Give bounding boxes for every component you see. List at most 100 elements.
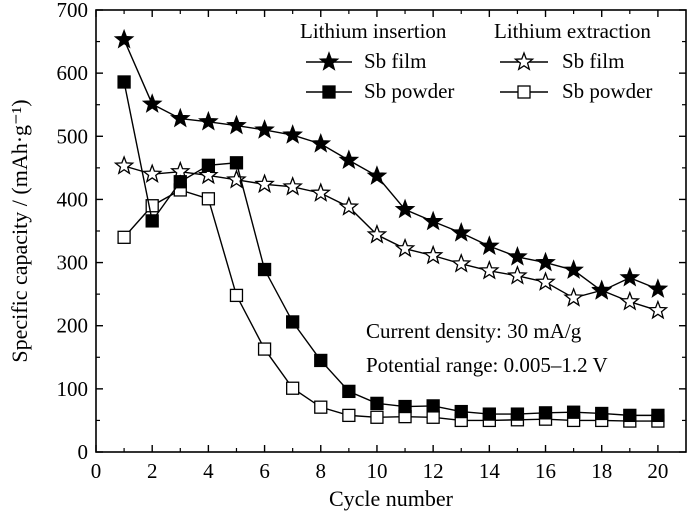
- y-tick-label: 600: [57, 61, 89, 85]
- data-point: [370, 396, 384, 411]
- data-point: [198, 110, 219, 131]
- data-point: [141, 93, 163, 113]
- legend-label: Sb film: [562, 49, 624, 73]
- data-point: [647, 299, 669, 320]
- data-point: [201, 192, 216, 206]
- series-line: [123, 165, 659, 312]
- data-point: [507, 246, 528, 266]
- y-axis-title: Specific capacity / (mAh·g⁻¹): [7, 99, 32, 362]
- data-point: [370, 410, 384, 424]
- y-tick-label: 700: [57, 0, 89, 22]
- data-point: [394, 198, 416, 219]
- y-axis-ticks: 0 100 200 300 400 500 600 700: [57, 0, 686, 464]
- x-tick-label: 6: [259, 459, 270, 483]
- legend-group-title-insertion: Lithium insertion: [300, 19, 447, 43]
- data-point: [286, 381, 300, 395]
- data-point: [538, 406, 553, 420]
- legend-entry: Sb powder: [306, 79, 454, 103]
- series-3: [117, 183, 665, 428]
- series-0: [113, 28, 669, 300]
- data-point: [647, 278, 669, 298]
- y-tick-label: 300: [57, 251, 89, 275]
- data-point: [482, 407, 496, 421]
- data-point: [117, 75, 131, 89]
- data-point: [563, 259, 584, 279]
- data-point: [314, 400, 328, 414]
- y-tick-label: 500: [57, 124, 89, 148]
- legend-label: Sb powder: [562, 79, 652, 103]
- data-point: [651, 408, 665, 423]
- data-point: [454, 404, 468, 419]
- plot-frame: [95, 9, 687, 453]
- data-point: [619, 290, 641, 311]
- data-point: [229, 288, 244, 303]
- y-tick-label: 200: [57, 314, 89, 338]
- legend-marker: [517, 85, 531, 99]
- data-point: [169, 107, 191, 128]
- legend-entries: Sb film Sb powder Sb film Sb powder: [306, 49, 652, 103]
- legend-marker: [513, 51, 535, 71]
- y-tick-label: 400: [57, 187, 89, 211]
- data-point: [310, 133, 332, 153]
- data-point: [426, 399, 440, 413]
- data-point: [342, 408, 356, 423]
- data-point: [479, 235, 500, 255]
- data-point: [426, 410, 440, 424]
- data-point: [563, 287, 584, 307]
- data-point: [338, 149, 360, 170]
- data-point: [623, 408, 637, 423]
- data-point: [366, 223, 388, 244]
- data-point: [226, 114, 247, 135]
- x-tick-label: 8: [316, 459, 327, 483]
- y-tick-label: 100: [57, 377, 89, 401]
- data-point: [422, 210, 444, 231]
- series-line: [123, 189, 658, 422]
- data-point: [394, 237, 416, 258]
- data-point: [422, 244, 444, 265]
- legend-entry: Sb film: [306, 49, 426, 73]
- data-point: [342, 384, 356, 399]
- data-point: [173, 175, 187, 189]
- data-point: [226, 168, 247, 189]
- legend-group-title-extraction: Lithium extraction: [494, 19, 651, 43]
- data-point: [113, 155, 135, 175]
- data-point: [145, 214, 159, 228]
- data-point: [338, 196, 360, 216]
- annotations: Current density: 30 mA/g Potential range…: [366, 319, 608, 377]
- data-point: [619, 266, 641, 287]
- data-point: [314, 353, 328, 368]
- annotation-current-density: Current density: 30 mA/g: [366, 319, 582, 343]
- series-1: [117, 75, 665, 423]
- legend-entry: Sb film: [500, 49, 624, 73]
- data-point: [254, 119, 275, 139]
- legend-marker: [318, 51, 340, 71]
- data-point: [450, 222, 472, 242]
- x-tick-label: 2: [147, 459, 158, 483]
- data-point: [310, 182, 332, 202]
- x-tick-label: 20: [647, 459, 668, 483]
- data-point: [282, 124, 303, 144]
- data-point: [257, 262, 272, 277]
- legend-label: Sb powder: [364, 79, 454, 103]
- series-2: [113, 155, 669, 320]
- data-point: [591, 280, 613, 300]
- data-point: [117, 230, 131, 244]
- x-tick-label: 4: [203, 459, 214, 483]
- legend: Lithium insertion Lithium extraction Sb …: [300, 19, 652, 103]
- data-point: [507, 264, 528, 285]
- x-tick-label: 0: [91, 459, 102, 483]
- data-point: [535, 251, 556, 272]
- data-point: [366, 165, 388, 185]
- data-point: [198, 164, 219, 185]
- data-point: [566, 405, 581, 419]
- x-tick-label: 14: [479, 459, 501, 483]
- data-point: [141, 163, 163, 183]
- data-point: [595, 406, 609, 421]
- x-tick-label: 10: [366, 459, 387, 483]
- x-tick-label: 12: [423, 459, 444, 483]
- plot-area: [113, 28, 669, 428]
- data-point: [257, 342, 272, 356]
- data-point: [113, 28, 135, 49]
- data-point: [254, 173, 275, 194]
